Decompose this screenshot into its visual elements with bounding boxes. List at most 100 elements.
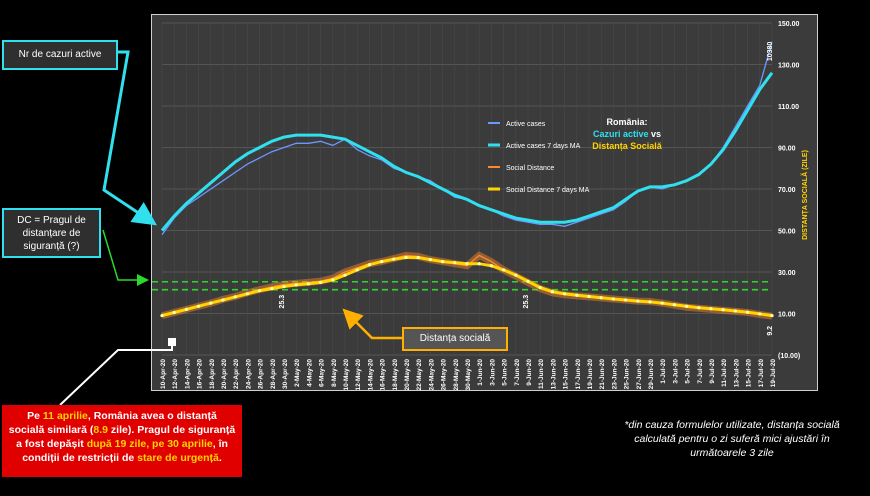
data-point — [258, 289, 262, 293]
chart-annotation: 10380 — [767, 42, 774, 62]
social-distance-callout-text: Distanța socială — [419, 333, 491, 344]
x-tick-label: 27-Jun-20 — [636, 359, 643, 390]
y-tick-label: 30.00 — [778, 270, 796, 277]
x-tick-label: 5-Jun-20 — [502, 359, 509, 386]
chart-title: Cazuri active vs — [593, 129, 661, 139]
red-note-text: Pe — [27, 410, 43, 422]
x-tick-label: 26-May-20 — [441, 359, 448, 390]
chart-annotation: 25.3 — [523, 295, 530, 309]
x-tick-label: 2-May-20 — [294, 359, 301, 387]
data-point — [331, 278, 335, 282]
x-tick-label: 30-Apr-20 — [282, 359, 289, 389]
red-note-text: , în condiții de restricții de — [22, 438, 228, 464]
x-tick-label: 24-Apr-20 — [245, 359, 252, 389]
chart-title: Distanța Socială — [592, 141, 663, 151]
data-point — [282, 284, 286, 289]
red-note-value: 8.9 — [93, 424, 109, 436]
dc-connector — [102, 229, 149, 286]
footnote-text: *din cauza formulelor utilizate, distanț… — [624, 419, 840, 459]
red-note-state: stare de urgență — [137, 452, 219, 464]
data-point — [404, 255, 408, 260]
data-point — [587, 294, 591, 299]
data-point — [184, 307, 188, 311]
series-line — [160, 71, 774, 232]
dc-threshold-callout: DC = Pragul de distanțare de siguranță (… — [2, 208, 101, 258]
data-point — [721, 308, 725, 312]
x-tick-label: 19-Jun-20 — [587, 359, 594, 390]
data-point — [709, 307, 713, 311]
data-point — [392, 257, 396, 261]
data-point — [172, 310, 176, 315]
y-tick-label: 110.00 — [778, 104, 799, 111]
data-point — [209, 301, 213, 305]
y-tick-label: 50.00 — [778, 229, 796, 236]
x-tick-label: 23-Jun-20 — [611, 359, 618, 390]
y-tick-label: 10.00 — [778, 312, 796, 319]
data-point — [270, 287, 274, 291]
x-tick-label: 9-Jul-20 — [709, 359, 716, 384]
data-point — [416, 255, 420, 260]
x-tick-label: 17-Jul-20 — [758, 359, 765, 388]
data-point — [343, 273, 347, 277]
active-cases-connector — [102, 50, 157, 226]
dc-threshold-callout-text: DC = Pragul de distanțare de siguranță (… — [17, 215, 86, 252]
data-point — [197, 304, 201, 308]
x-tick-label: 24-May-20 — [428, 359, 435, 390]
x-tick-label: 8-May-20 — [331, 359, 338, 387]
data-point — [624, 298, 628, 302]
y-tick-label: 150.00 — [778, 21, 800, 28]
data-point — [563, 292, 567, 296]
data-point — [233, 295, 237, 299]
active-cases-callout-text: Nr de cazuri active — [18, 49, 102, 60]
red-note-date: 11 aprilie — [42, 410, 88, 422]
data-point — [697, 306, 701, 310]
x-tick-label: 12-Apr-20 — [172, 359, 179, 389]
data-point — [550, 290, 554, 294]
x-tick-label: 9-Jun-20 — [526, 359, 533, 386]
data-point — [160, 313, 164, 318]
x-tick-label: 19-Jul-20 — [770, 359, 777, 388]
x-tick-label: 13-Jul-20 — [733, 359, 740, 388]
y2-axis-label: DISTANȚA SOCIALĂ (ZILE) — [800, 150, 809, 240]
x-tick-label: 30-May-20 — [465, 359, 472, 390]
red-note-text: , România avea o distanță socială simila… — [8, 410, 217, 436]
data-point — [526, 279, 530, 283]
x-tick-label: 10-Apr-20 — [160, 359, 167, 389]
data-point — [538, 285, 542, 290]
x-tick-label: 26-Apr-20 — [258, 359, 265, 389]
x-tick-label: 18-May-20 — [392, 359, 399, 390]
data-point — [648, 300, 652, 304]
data-point — [245, 292, 249, 296]
x-tick-label: 10-May-20 — [343, 359, 350, 390]
x-tick-label: 16-May-20 — [380, 359, 387, 390]
x-tick-label: 7-Jul-20 — [697, 359, 704, 384]
data-point — [685, 304, 689, 308]
data-point — [465, 262, 469, 266]
x-tick-label: 17-Jun-20 — [575, 359, 582, 390]
x-tick-label: 29-Jun-20 — [648, 359, 655, 390]
data-point — [428, 257, 432, 262]
x-tick-label: 15-Jun-20 — [563, 359, 570, 390]
legend-label: Social Distance 7 days MA — [506, 187, 590, 194]
red-note-text: . — [218, 452, 222, 464]
data-point — [660, 301, 664, 305]
x-tick-label: 11-Jun-20 — [538, 359, 545, 389]
data-point — [453, 261, 457, 265]
data-point — [319, 280, 323, 284]
x-tick-label: 21-Jun-20 — [599, 359, 606, 390]
x-tick-label: 22-May-20 — [416, 359, 423, 390]
data-point — [380, 260, 384, 264]
data-point — [599, 296, 603, 300]
y-tick-label: 70.00 — [778, 187, 796, 194]
data-point — [758, 312, 762, 316]
data-point — [636, 299, 640, 303]
data-point — [611, 297, 615, 301]
data-point — [672, 303, 677, 307]
red-note-days: după 19 zile, pe 30 aprilie — [86, 438, 213, 450]
y-tick-label: 90.00 — [778, 146, 796, 153]
y-tick-label: (10.00) — [778, 353, 800, 360]
data-point — [770, 313, 774, 318]
x-tick-label: 28-Apr-20 — [270, 359, 277, 389]
data-point — [294, 283, 298, 287]
red-note: Pe 11 aprilie, România avea o distanță s… — [2, 405, 242, 477]
